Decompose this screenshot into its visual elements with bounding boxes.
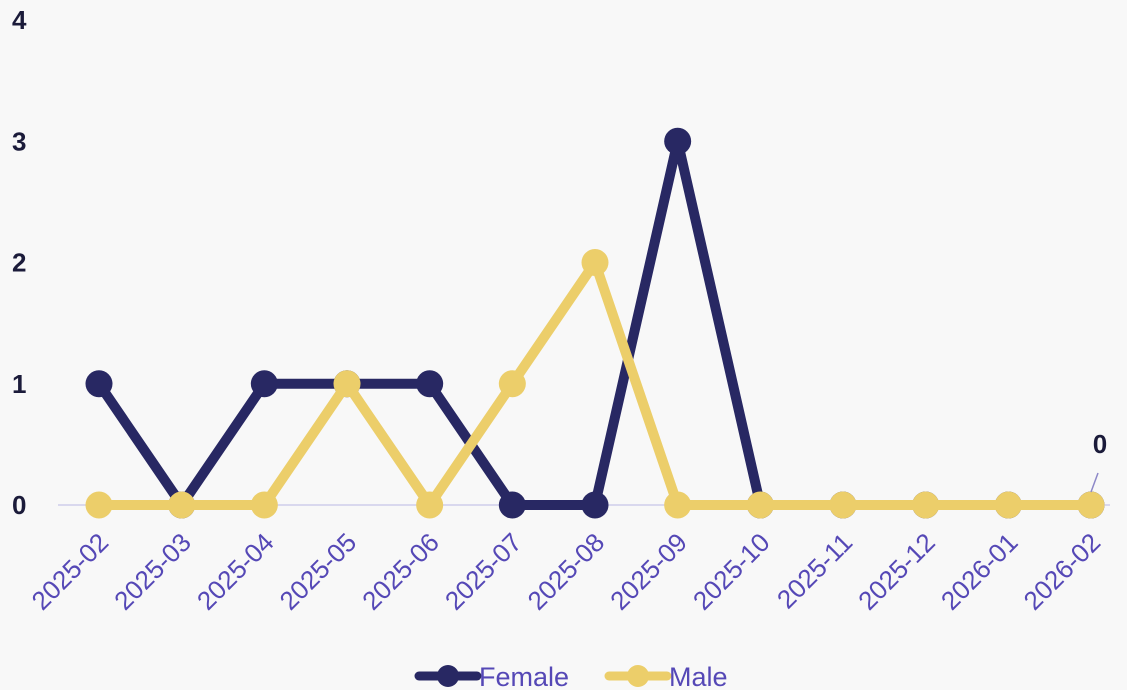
data-point-male[interactable]: [746, 491, 774, 519]
legend-swatch-marker: [627, 665, 649, 687]
data-point-male[interactable]: [664, 491, 692, 519]
y-tick-label: 0: [12, 490, 26, 520]
data-point-female[interactable]: [581, 491, 609, 519]
legend-label: Female: [479, 662, 569, 690]
series-male: [85, 249, 1105, 519]
data-point-male[interactable]: [829, 491, 857, 519]
data-point-male[interactable]: [498, 370, 526, 398]
data-point-female[interactable]: [416, 370, 444, 398]
legend-swatch-marker: [437, 665, 459, 687]
data-point-female[interactable]: [498, 491, 526, 519]
series-layer: [85, 127, 1105, 519]
y-tick-label: 4: [12, 5, 27, 35]
y-tick-label: 1: [12, 369, 26, 399]
legend-label: Male: [669, 662, 728, 690]
annotations: 0: [1090, 429, 1107, 493]
data-point-female[interactable]: [85, 370, 113, 398]
legend-item-male[interactable]: Male: [604, 662, 728, 690]
y-tick-label: 3: [12, 126, 26, 156]
data-label: 0: [1093, 429, 1107, 459]
legend[interactable]: Female Male: [414, 662, 728, 690]
data-point-male[interactable]: [416, 491, 444, 519]
data-point-male[interactable]: [994, 491, 1022, 519]
data-point-male[interactable]: [85, 491, 113, 519]
data-point-male[interactable]: [250, 491, 278, 519]
data-point-female[interactable]: [250, 370, 278, 398]
data-point-male[interactable]: [1077, 491, 1105, 519]
data-point-male[interactable]: [581, 249, 609, 276]
data-label-leader: [1090, 472, 1099, 493]
data-point-male[interactable]: [333, 370, 361, 398]
y-axis: 0 1 2 3 4: [12, 5, 27, 520]
data-point-male[interactable]: [168, 491, 196, 519]
legend-item-female[interactable]: Female: [414, 662, 569, 690]
data-point-male[interactable]: [912, 491, 940, 519]
data-point-female[interactable]: [664, 127, 692, 155]
y-tick-label: 2: [12, 248, 26, 278]
